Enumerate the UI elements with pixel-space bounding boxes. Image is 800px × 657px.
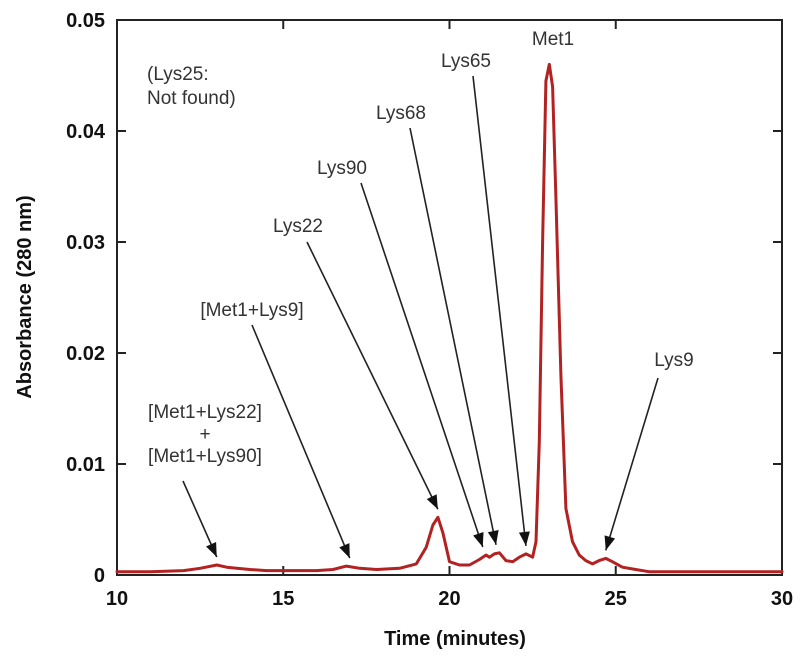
annotation-arrow — [360, 182, 484, 548]
x-tick-label: 20 — [438, 588, 460, 610]
y-axis-title: Absorbance (280 nm) — [14, 195, 36, 398]
annotation-label: Lys90 — [317, 158, 367, 179]
x-tick-label: 10 — [106, 588, 128, 610]
annotation-arrow — [409, 127, 497, 545]
x-tick-label: 30 — [771, 588, 793, 610]
tick-labels: 10 15 20 25 30 0 0.01 0.02 0.03 0.04 0.05 — [66, 10, 793, 610]
annotation-lys9: Lys9 — [604, 350, 694, 551]
annotation-label: Lys22 — [273, 216, 323, 237]
annotation-label: Lys65 — [441, 51, 491, 72]
annotation-label: + — [199, 424, 210, 445]
annotation-arrowhead — [487, 529, 499, 545]
annotation-lys68: Lys68 — [376, 103, 499, 545]
x-tick-label: 15 — [272, 588, 294, 610]
y-tick-label: 0.01 — [66, 454, 105, 476]
y-tick-label: 0.05 — [66, 10, 105, 32]
y-tick-label: 0.02 — [66, 343, 105, 365]
y-tick-label: 0 — [94, 565, 105, 587]
annotation-lys22: Lys22 — [273, 216, 439, 510]
annotation-arrow — [472, 75, 527, 546]
x-axis-title: Time (minutes) — [384, 628, 526, 650]
y-tick-label: 0.04 — [66, 121, 106, 143]
absorbance-trace — [115, 62, 784, 574]
annotation-label: [Met1+Lys22] — [148, 402, 262, 423]
annotation-label: Lys9 — [654, 350, 693, 371]
note-line: Not found) — [147, 88, 236, 109]
x-tick-label: 25 — [605, 588, 627, 610]
annotation-label: Lys68 — [376, 103, 426, 124]
annotation-arrowhead — [339, 543, 350, 559]
annotation-arrowhead — [604, 535, 616, 551]
annotation-arrowhead — [206, 541, 217, 558]
note-line: (Lys25: — [147, 64, 209, 85]
annotation-met1-lys9: [Met1+Lys9] — [200, 300, 351, 559]
annotation-label: [Met1+Lys90] — [148, 446, 262, 467]
annotation-lys90: Lys90 — [317, 158, 484, 548]
annotation-met1: Met1 — [532, 29, 574, 50]
annotation-label: Met1 — [532, 29, 574, 50]
annotation-arrowhead — [518, 531, 530, 546]
annotation-met1-lys22-lys90: [Met1+Lys22]+[Met1+Lys90] — [148, 402, 262, 558]
annotation-arrow — [306, 241, 439, 510]
peak-annotations: [Met1+Lys22]+[Met1+Lys90] [Met1+Lys9] Lys2… — [148, 29, 694, 559]
axis-ticks — [116, 19, 783, 576]
annotation-lys65: Lys65 — [441, 51, 530, 546]
lys25-note: (Lys25: Not found) — [147, 64, 236, 109]
annotation-arrow — [251, 324, 351, 559]
annotation-arrowhead — [426, 494, 438, 510]
annotation-label: [Met1+Lys9] — [200, 300, 303, 321]
annotation-arrow — [605, 377, 659, 551]
y-tick-label: 0.03 — [66, 232, 105, 254]
annotation-arrowhead — [473, 531, 484, 548]
